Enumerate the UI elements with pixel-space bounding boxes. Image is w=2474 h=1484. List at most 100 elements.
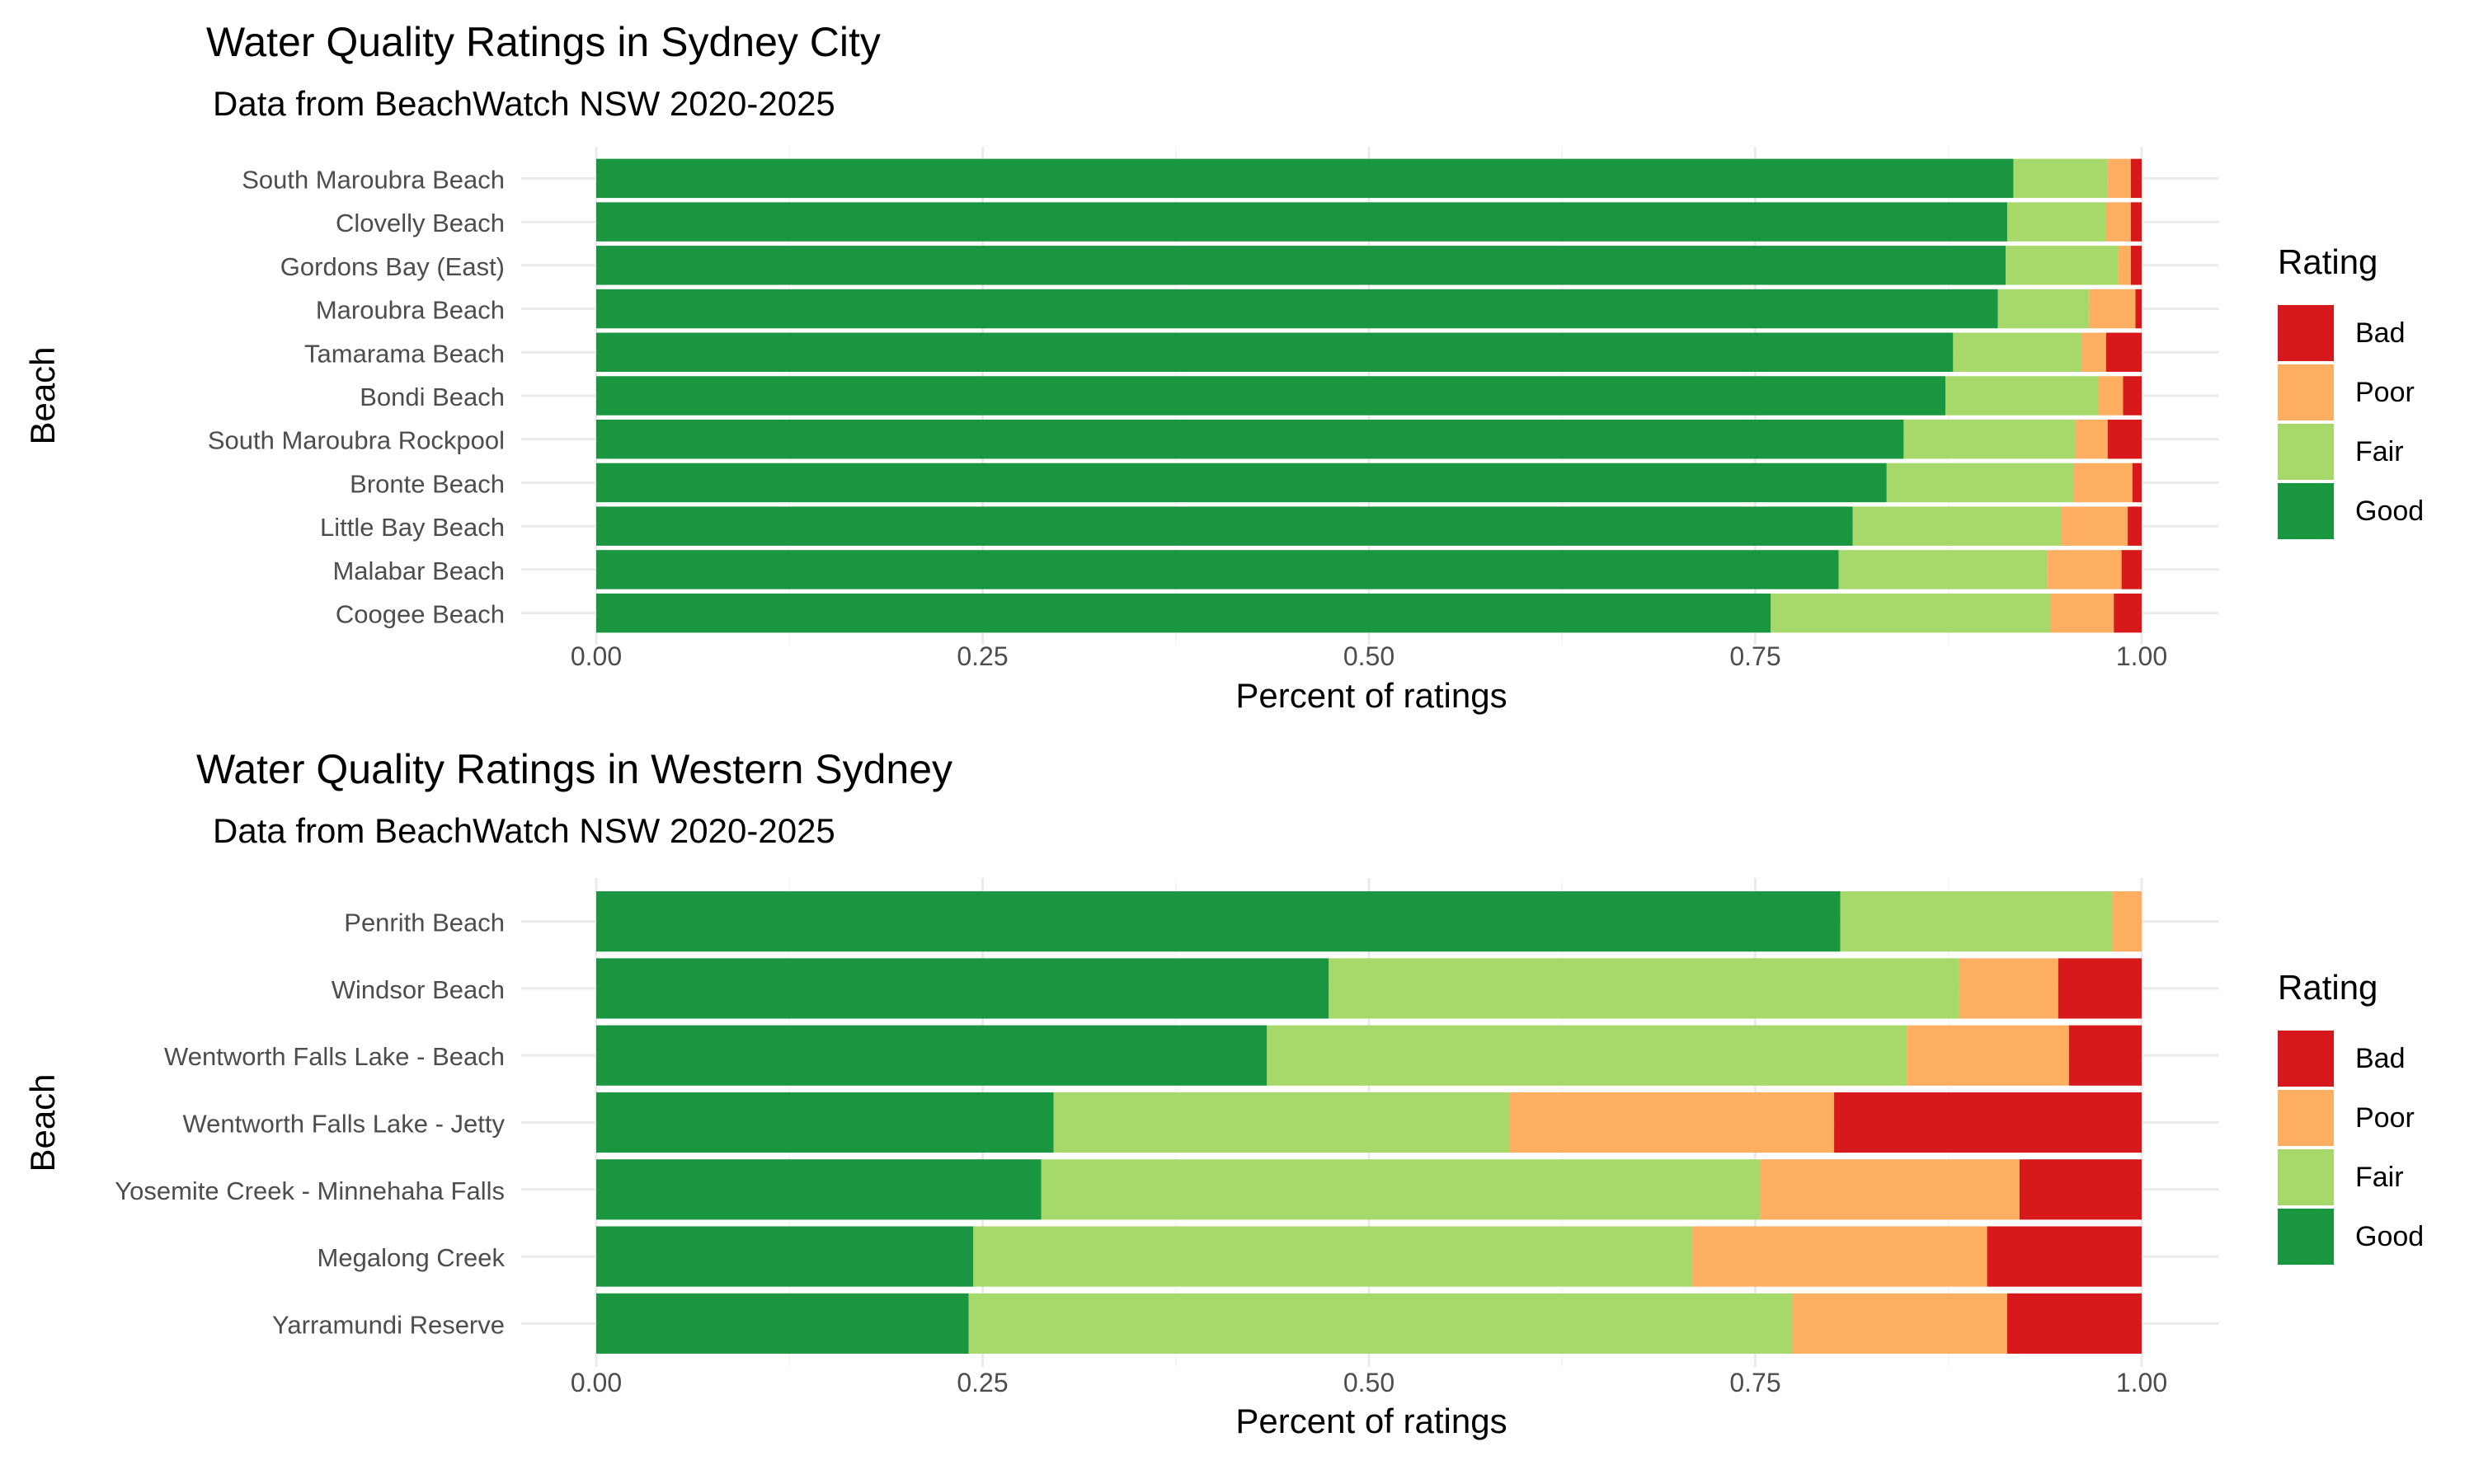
x-tick-label: 0.75 [1729, 1368, 1780, 1397]
bar-fair [2013, 158, 2108, 199]
legend-key-poor [2278, 364, 2334, 420]
bar-poor [2098, 376, 2124, 416]
bar-bad [2130, 158, 2142, 199]
x-tick-label: 0.50 [1343, 641, 1395, 671]
bar-bad [2135, 289, 2142, 329]
bar-poor [1760, 1159, 2020, 1220]
bar-poor [1691, 1226, 1987, 1287]
bar-poor [2118, 246, 2131, 285]
bar-fair [2006, 202, 2106, 242]
y-tick-label: Bronte Beach [350, 469, 505, 498]
bar-bad [2121, 550, 2142, 589]
y-tick-label: Bondi Beach [360, 383, 505, 411]
bar-bad [2019, 1159, 2142, 1220]
legend-key-bad [2278, 305, 2334, 361]
bar-bad [2058, 958, 2142, 1019]
bar-bad [2123, 376, 2142, 416]
bar-fair [1041, 1159, 1761, 1220]
bar-good [596, 420, 1904, 459]
y-tick-label: Malabar Beach [332, 556, 505, 585]
bar-fair [1053, 1092, 1510, 1153]
bar-poor [1792, 1293, 2007, 1354]
bar-fair [1903, 420, 2076, 459]
bar-good [596, 958, 1329, 1019]
bar-poor [2047, 550, 2122, 589]
bar-bad [2114, 593, 2142, 633]
x-tick-label: 1.00 [2116, 1368, 2167, 1397]
chart-1: Water Quality Ratings in Sydney City Data… [23, 19, 2424, 715]
bar-good [596, 1226, 974, 1287]
x-axis-title: Percent of ratings [1235, 1402, 1507, 1440]
bar-poor [1509, 1092, 1835, 1153]
legend-label: Bad [2355, 1043, 2406, 1074]
bar-good [596, 376, 1946, 416]
bar-good [596, 1159, 1042, 1220]
x-tick-label: 0.25 [957, 1368, 1008, 1397]
bar-good [596, 891, 1841, 952]
bar-fair [1997, 289, 2090, 329]
bar-good [596, 506, 1853, 546]
y-tick-label: Clovelly Beach [336, 209, 505, 237]
y-tick-label: Yosemite Creek - Minnehaha Falls [115, 1176, 505, 1205]
bar-fair [1838, 550, 2048, 589]
bar-good [596, 550, 1839, 589]
bar-fair [1945, 376, 2099, 416]
bar-fair [1771, 593, 2051, 633]
bar-bad [2006, 1293, 2142, 1354]
bar-bad [2105, 332, 2142, 372]
legend-key-good [2278, 1209, 2334, 1265]
bar-good [596, 1293, 969, 1354]
y-tick-label: Yarramundi Reserve [272, 1310, 505, 1339]
y-tick-label: Maroubra Beach [316, 296, 505, 325]
bar-fair [2006, 246, 2119, 285]
x-tick-label: 0.00 [571, 1368, 622, 1397]
y-tick-label: Penrith Beach [344, 909, 505, 937]
x-axis-title: Percent of ratings [1235, 676, 1507, 715]
bar-poor [1907, 1025, 2069, 1086]
bar-poor [2081, 332, 2106, 372]
bar-bad [2130, 246, 2142, 285]
bar-fair [1852, 506, 2062, 546]
bar-fair [973, 1226, 1692, 1287]
legend-label: Poor [2355, 1102, 2415, 1134]
chart-2: Water Quality Ratings in Western Sydney D… [23, 746, 2424, 1440]
legend-title: Rating [2278, 242, 2378, 281]
bar-poor [2075, 420, 2108, 459]
legend-key-good [2278, 483, 2334, 539]
bar-good [596, 463, 1887, 503]
bar-good [596, 332, 1954, 372]
bar-good [596, 1092, 1054, 1153]
bar-fair [1886, 463, 2074, 503]
bars [596, 158, 2142, 633]
bar-good [596, 593, 1771, 633]
bar-good [596, 202, 2007, 242]
y-tick-label: South Maroubra Beach [242, 165, 505, 194]
legend-key-poor [2278, 1090, 2334, 1146]
bar-bad [1834, 1092, 2142, 1153]
y-tick-label: Coogee Beach [336, 600, 505, 629]
bar-bad [2128, 506, 2142, 546]
x-tick-label: 1.00 [2116, 641, 2167, 671]
bar-good [596, 289, 1998, 329]
bar-poor [2107, 158, 2131, 199]
bar-poor [1959, 958, 2058, 1019]
y-tick-label: Wentworth Falls Lake - Beach [164, 1042, 505, 1071]
legend-label: Fair [2355, 436, 2404, 467]
bar-poor [2073, 463, 2133, 503]
bar-poor [2112, 891, 2142, 952]
bar-fair [1329, 958, 1959, 1019]
x-tick-label: 0.25 [957, 641, 1008, 671]
legend-label: Bad [2355, 317, 2406, 349]
x-tick-label: 0.50 [1343, 1368, 1395, 1397]
y-tick-label: South Maroubra Rockpool [208, 426, 505, 455]
y-tick-label: Windsor Beach [332, 975, 505, 1004]
bar-good [596, 246, 2006, 285]
bar-bad [2107, 420, 2142, 459]
legend-key-fair [2278, 1149, 2334, 1205]
y-tick-label: Gordons Bay (East) [280, 252, 505, 281]
bar-good [596, 158, 2014, 199]
bar-poor [2061, 506, 2128, 546]
bar-bad [1987, 1226, 2142, 1287]
bar-good [596, 1025, 1268, 1086]
bar-bad [2130, 202, 2142, 242]
